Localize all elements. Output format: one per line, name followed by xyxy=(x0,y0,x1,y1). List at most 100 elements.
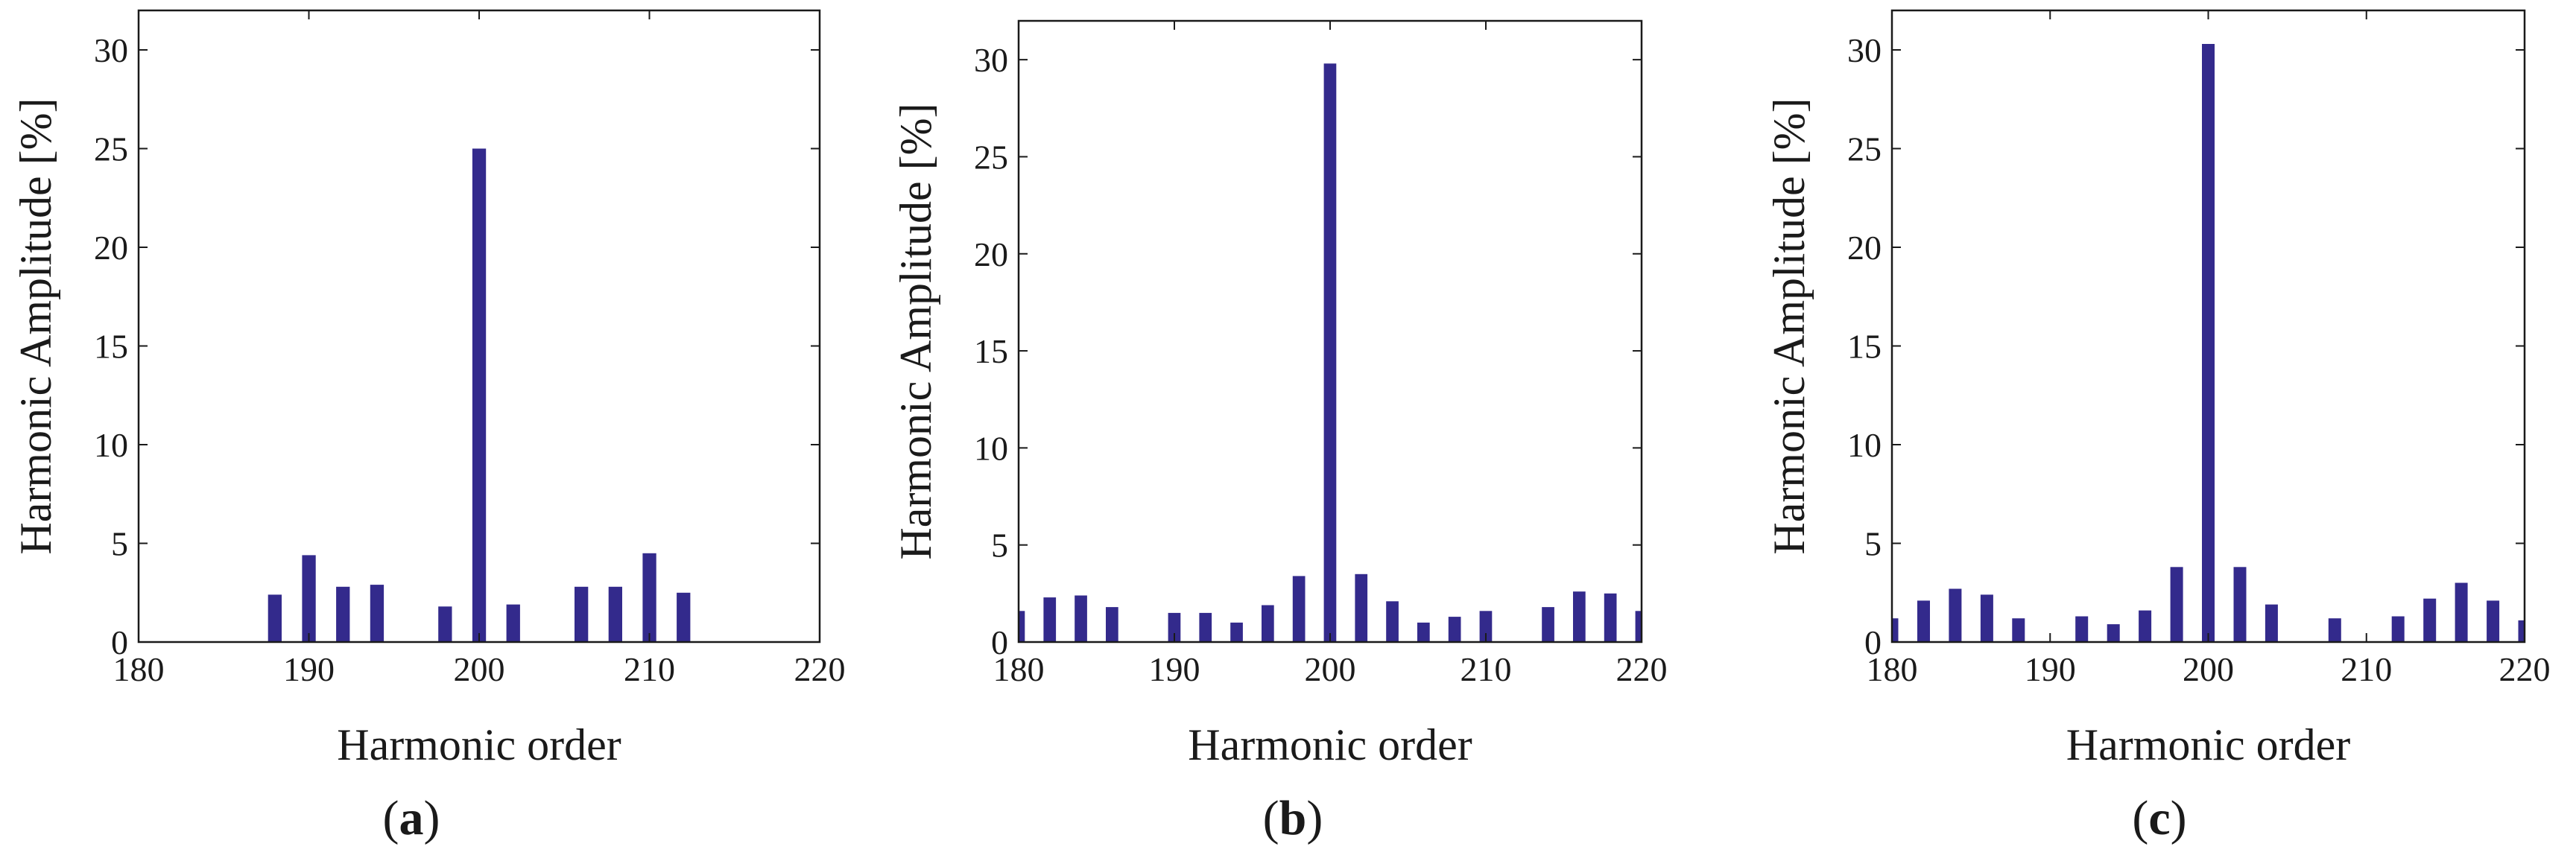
y-tick-label: 5 xyxy=(111,525,128,563)
bar-220 xyxy=(2518,620,2525,642)
bar-184 xyxy=(1075,595,1087,642)
bar-182 xyxy=(1043,597,1057,642)
bar-202 xyxy=(2233,567,2247,642)
x-tick-label: 180 xyxy=(113,650,165,688)
bar-184 xyxy=(1949,588,1962,642)
bar-194 xyxy=(2107,624,2120,642)
x-tick-label: 200 xyxy=(2183,650,2234,688)
bar-200 xyxy=(472,148,487,642)
bar-212 xyxy=(677,592,691,642)
bar-186 xyxy=(1106,607,1118,642)
bar-182 xyxy=(1917,600,1930,642)
panel-caption: (b) xyxy=(1263,791,1323,845)
y-tick-label: 15 xyxy=(974,332,1008,370)
bar-190 xyxy=(302,555,316,642)
bar-series xyxy=(268,148,691,642)
y-tick-label: 10 xyxy=(94,426,128,464)
panel-a: 180 190 200 210 220 0 5 10 15 20 25 30 Harmonic orde… xyxy=(11,9,846,845)
x-axis-title: Harmonic order xyxy=(1188,720,1472,769)
bar-206 xyxy=(575,586,589,642)
bar-214 xyxy=(2423,598,2437,642)
bar-202 xyxy=(1355,574,1368,642)
bar-200 xyxy=(1323,63,1337,642)
x-tick-label: 220 xyxy=(1616,650,1668,688)
panel-c: 180 190 200 210 220 0 5 10 15 20 25 30 Harmonic orde… xyxy=(1765,9,2551,845)
bar-206 xyxy=(1417,622,1430,642)
y-tick-label: 25 xyxy=(974,138,1008,176)
panel-caption: (a) xyxy=(383,791,440,845)
y-axis-title: Harmonic Amplitude [%] xyxy=(891,103,940,559)
x-tick-label: 190 xyxy=(2025,650,2076,688)
y-axis-title: Harmonic Amplitude [%] xyxy=(11,98,60,554)
y-tick-label: 15 xyxy=(94,328,128,366)
bar-190 xyxy=(1168,612,1181,642)
bar-202 xyxy=(506,604,520,642)
x-tick-label: 210 xyxy=(2341,650,2392,688)
bar-180 xyxy=(1892,618,1899,642)
y-tick-label: 0 xyxy=(1864,623,1882,661)
y-tick-label: 5 xyxy=(1864,525,1882,563)
x-tick-label: 200 xyxy=(454,650,505,688)
bar-198 xyxy=(1292,576,1306,642)
x-tick-label: 220 xyxy=(794,650,846,688)
bar-192 xyxy=(2075,616,2089,642)
bar-204 xyxy=(2265,604,2278,642)
bar-series xyxy=(1892,44,2525,642)
bar-210 xyxy=(642,553,656,642)
y-tick-label: 30 xyxy=(94,31,128,69)
bar-212 xyxy=(2391,616,2405,642)
bar-204 xyxy=(1386,601,1399,642)
bar-192 xyxy=(1199,612,1212,642)
x-tick-label: 190 xyxy=(1149,650,1200,688)
y-tick-label: 0 xyxy=(991,623,1008,661)
bar-216 xyxy=(1573,591,1586,642)
y-tick-label: 10 xyxy=(1847,426,1882,464)
y-tick-label: 30 xyxy=(974,41,1008,79)
y-tick-label: 20 xyxy=(974,235,1008,273)
x-axis-title: Harmonic order xyxy=(2066,720,2351,769)
bar-series xyxy=(1019,63,1642,642)
x-tick-label: 180 xyxy=(993,650,1045,688)
y-tick-label: 25 xyxy=(94,130,128,168)
y-axis-title: Harmonic Amplitude [%] xyxy=(1765,98,1814,554)
y-tick-label: 0 xyxy=(111,623,128,661)
bar-192 xyxy=(336,586,350,642)
bar-210 xyxy=(1479,611,1493,642)
bar-218 xyxy=(1604,593,1617,642)
y-tick-label: 15 xyxy=(1847,328,1882,366)
bar-196 xyxy=(1262,605,1274,642)
bar-216 xyxy=(2455,582,2468,642)
bar-188 xyxy=(2012,618,2025,642)
bar-198 xyxy=(438,606,452,642)
y-tick-label: 25 xyxy=(1847,130,1882,168)
bar-186 xyxy=(1980,594,1993,642)
x-tick-label: 180 xyxy=(1867,650,1918,688)
bar-208 xyxy=(2328,618,2341,642)
x-tick-label: 200 xyxy=(1305,650,1356,688)
y-tick-label: 20 xyxy=(1847,229,1882,267)
bar-194 xyxy=(370,585,384,642)
x-axis-title: Harmonic order xyxy=(337,720,621,769)
y-tick-label: 5 xyxy=(991,527,1008,565)
bar-196 xyxy=(2139,610,2152,642)
y-tick-label: 10 xyxy=(974,429,1008,467)
bar-200 xyxy=(2202,44,2215,642)
bar-198 xyxy=(2170,567,2183,642)
panel-caption: (c) xyxy=(2132,791,2186,845)
bar-208 xyxy=(1448,617,1461,642)
x-tick-label: 220 xyxy=(2499,650,2551,688)
bar-180 xyxy=(1019,611,1025,642)
bar-220 xyxy=(1635,611,1642,642)
bar-194 xyxy=(1230,622,1243,642)
x-tick-label: 190 xyxy=(283,650,335,688)
x-tick-label: 210 xyxy=(1461,650,1512,688)
y-tick-label: 20 xyxy=(94,229,128,267)
bar-218 xyxy=(2487,600,2500,642)
bar-214 xyxy=(1542,607,1554,642)
bar-208 xyxy=(608,586,622,642)
panel-b: 180 190 200 210 220 0 5 10 15 20 25 30 Harmonic orde… xyxy=(891,19,1668,845)
bar-188 xyxy=(268,594,282,642)
y-tick-label: 30 xyxy=(1847,31,1882,69)
x-tick-label: 210 xyxy=(624,650,675,688)
